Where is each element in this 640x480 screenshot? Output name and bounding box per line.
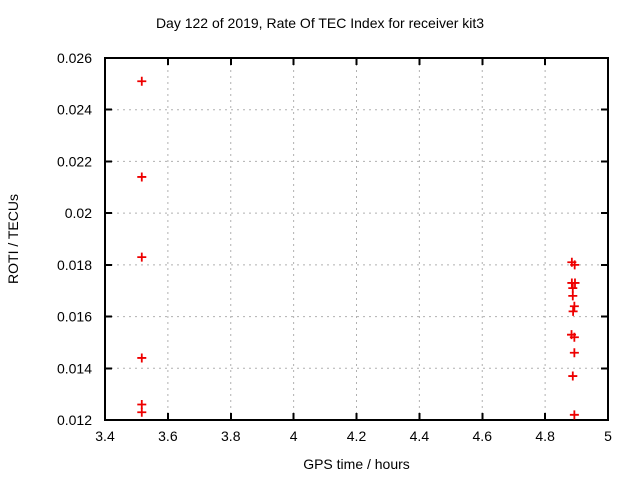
data-point-marker [569, 301, 579, 311]
y-tick-label: 0.022 [57, 153, 92, 169]
x-tick-label: 4.4 [410, 428, 430, 444]
data-point-marker [569, 348, 579, 358]
data-point-marker [570, 260, 580, 270]
y-tick-label: 0.012 [57, 412, 92, 428]
y-tick-label: 0.016 [57, 309, 92, 325]
y-tick-label: 0.018 [57, 257, 92, 273]
data-point-marker [137, 76, 147, 86]
x-tick-label: 4.6 [473, 428, 493, 444]
y-tick-label: 0.02 [65, 205, 92, 221]
x-tick-label: 3.8 [221, 428, 241, 444]
data-point-marker [137, 407, 147, 417]
data-point-marker [569, 332, 579, 342]
x-tick-label: 4 [290, 428, 298, 444]
data-point-marker [569, 410, 579, 420]
data-point-marker [137, 353, 147, 363]
data-point-marker [568, 283, 578, 293]
data-point-marker [137, 172, 147, 182]
x-tick-label: 4.2 [347, 428, 367, 444]
y-tick-label: 0.024 [57, 102, 92, 118]
y-tick-label: 0.014 [57, 360, 92, 376]
x-tick-label: 3.4 [95, 428, 115, 444]
x-axis-title: GPS time / hours [303, 456, 410, 472]
data-point-marker [570, 278, 580, 288]
data-point-marker [568, 291, 578, 301]
y-tick-label: 0.026 [57, 50, 92, 66]
data-point-marker [568, 371, 578, 381]
data-point-marker [137, 399, 147, 409]
data-point-marker [568, 306, 578, 316]
x-tick-label: 4.8 [535, 428, 555, 444]
data-point-marker [137, 252, 147, 262]
x-tick-label: 5 [604, 428, 612, 444]
chart-title: Day 122 of 2019, Rate Of TEC Index for r… [155, 15, 485, 31]
x-tick-label: 3.6 [158, 428, 178, 444]
